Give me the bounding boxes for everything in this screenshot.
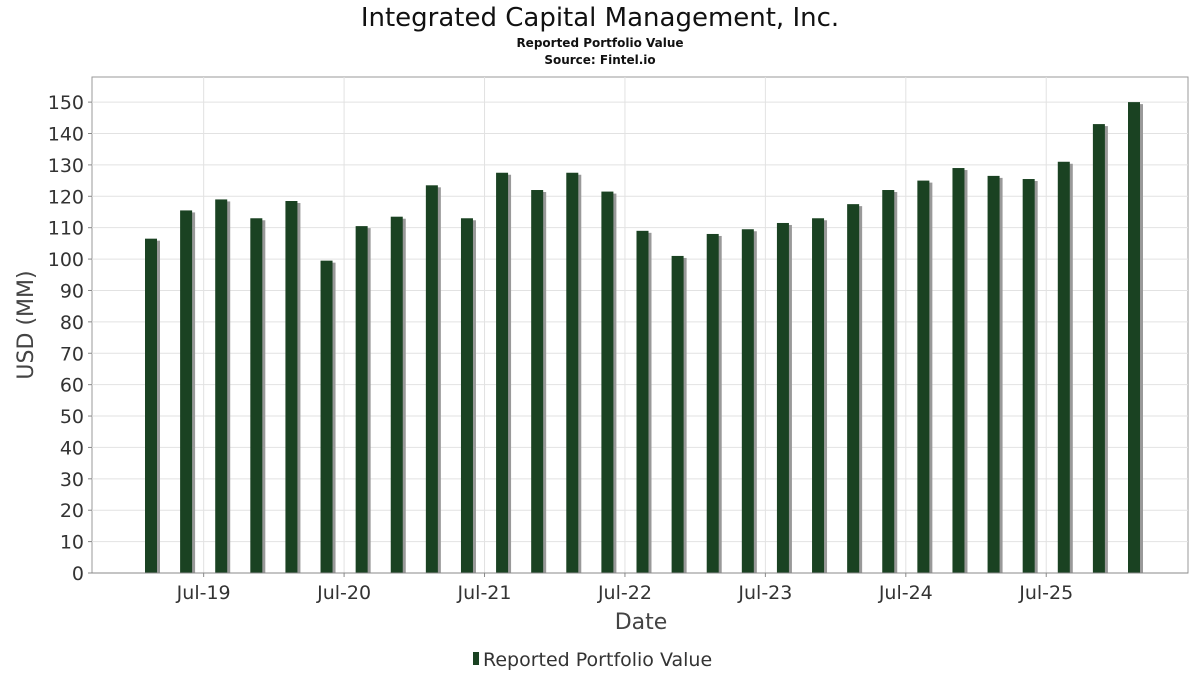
bar-fill	[566, 172, 579, 574]
x-tick-label: Jul-22	[597, 582, 652, 604]
y-tick-label: 20	[60, 500, 84, 522]
bar	[566, 172, 582, 574]
y-tick-label: 140	[48, 124, 84, 146]
bar	[706, 233, 722, 573]
bar	[882, 190, 898, 573]
y-tick-label: 0	[72, 563, 84, 585]
x-tick-label: Jul-20	[316, 582, 371, 604]
bar	[1057, 161, 1073, 573]
y-tick-label: 40	[60, 437, 84, 459]
legend-swatch	[473, 652, 479, 665]
y-tick-label: 130	[48, 155, 84, 177]
x-tick-label: Jul-23	[737, 582, 792, 604]
x-tick-label: Jul-19	[176, 582, 231, 604]
y-tick-label: 50	[60, 406, 84, 428]
chart-source: Source: Fintel.io	[544, 53, 655, 67]
x-axis-label: Date	[615, 610, 668, 635]
bar	[1022, 179, 1038, 573]
bar-fill	[917, 180, 930, 573]
bar-fill	[531, 190, 544, 573]
bar	[145, 238, 160, 573]
bar-fill	[1057, 161, 1070, 573]
bar-fill	[847, 204, 860, 574]
bar-fill	[355, 226, 368, 573]
bar-fill	[741, 229, 754, 573]
y-tick-label: 150	[48, 92, 84, 114]
y-tick-label: 110	[48, 218, 84, 240]
bar	[215, 199, 231, 574]
bar-fill	[1092, 124, 1105, 573]
bar	[355, 226, 371, 573]
chart-subtitle: Reported Portfolio Value	[516, 36, 683, 50]
bar	[812, 218, 828, 574]
bar	[180, 210, 196, 573]
bar	[425, 185, 441, 573]
bar	[496, 172, 512, 574]
bar	[460, 218, 476, 574]
legend: Reported Portfolio Value	[473, 649, 712, 671]
bar-fill	[215, 199, 228, 574]
bar-fill	[425, 185, 438, 573]
bar-fill	[496, 172, 509, 574]
bar	[320, 260, 336, 573]
bar	[776, 222, 792, 574]
bar-fill	[812, 218, 825, 574]
y-tick-label: 10	[60, 532, 84, 554]
bar-fill	[250, 218, 263, 574]
bar	[987, 175, 1003, 573]
bar-fill	[671, 255, 684, 573]
bar	[917, 180, 933, 573]
bar	[1092, 124, 1108, 573]
bar	[531, 190, 547, 573]
bar-fill	[180, 210, 193, 573]
chart-title: Integrated Capital Management, Inc.	[361, 3, 839, 33]
bar-fill	[776, 222, 789, 574]
x-axis-ticks: Jul-19 Jul-20 Jul-21 Jul-22 Jul-23 Jul-24 Jul-…	[176, 573, 1073, 604]
y-tick-label: 30	[60, 469, 84, 491]
bar	[847, 204, 863, 574]
bar	[285, 201, 301, 573]
y-tick-label: 120	[48, 186, 84, 208]
y-axis-ticks: 0 10 20 30 40 50 60 70 80 90 100 110 120 130 140 150	[48, 92, 92, 585]
y-tick-label: 90	[60, 280, 84, 302]
bar	[390, 216, 406, 573]
bar	[636, 230, 652, 573]
y-tick-label: 80	[60, 312, 84, 334]
bar-fill	[952, 168, 965, 574]
legend-label: Reported Portfolio Value	[483, 649, 712, 671]
bar	[1128, 102, 1143, 573]
bar-fill	[1022, 179, 1035, 573]
x-tick-label: Jul-24	[878, 582, 933, 604]
bar-fill	[706, 233, 719, 573]
bar	[601, 191, 617, 573]
y-axis-label: USD (MM)	[14, 270, 39, 379]
bar	[671, 255, 687, 573]
bar	[952, 168, 968, 574]
bar	[741, 229, 757, 573]
bar-fill	[601, 191, 614, 573]
bar-fill	[1128, 102, 1140, 573]
bar-fill	[145, 238, 157, 573]
bar-fill	[285, 201, 298, 573]
bar-fill	[320, 260, 333, 573]
bar-fill	[460, 218, 473, 574]
bar-fill	[636, 230, 649, 573]
y-tick-label: 100	[48, 249, 84, 271]
bar-fill	[987, 175, 1000, 573]
bar	[250, 218, 266, 574]
bar-series	[145, 102, 1143, 574]
bar-fill	[390, 216, 403, 573]
bar-fill	[882, 190, 895, 573]
x-tick-label: Jul-25	[1018, 582, 1073, 604]
x-tick-label: Jul-21	[457, 582, 512, 604]
y-tick-label: 60	[60, 375, 84, 397]
y-tick-label: 70	[60, 343, 84, 365]
